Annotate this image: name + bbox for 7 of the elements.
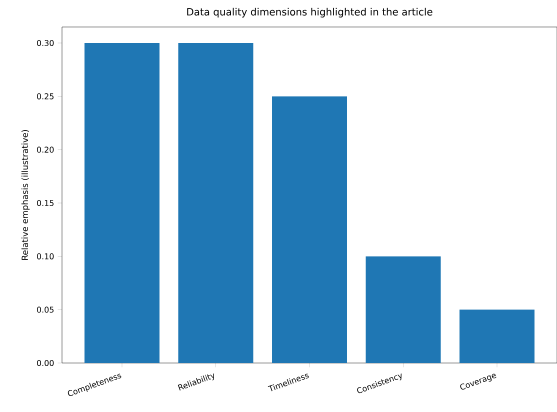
- bar: [272, 96, 348, 363]
- bar: [366, 256, 441, 363]
- bar: [178, 42, 254, 363]
- bar: [460, 310, 535, 363]
- bar: [84, 42, 160, 363]
- chart-title: Data quality dimensions highlighted in the article: [187, 8, 432, 18]
- y-axis-title: Relative emphasis (illustrative): [21, 130, 30, 260]
